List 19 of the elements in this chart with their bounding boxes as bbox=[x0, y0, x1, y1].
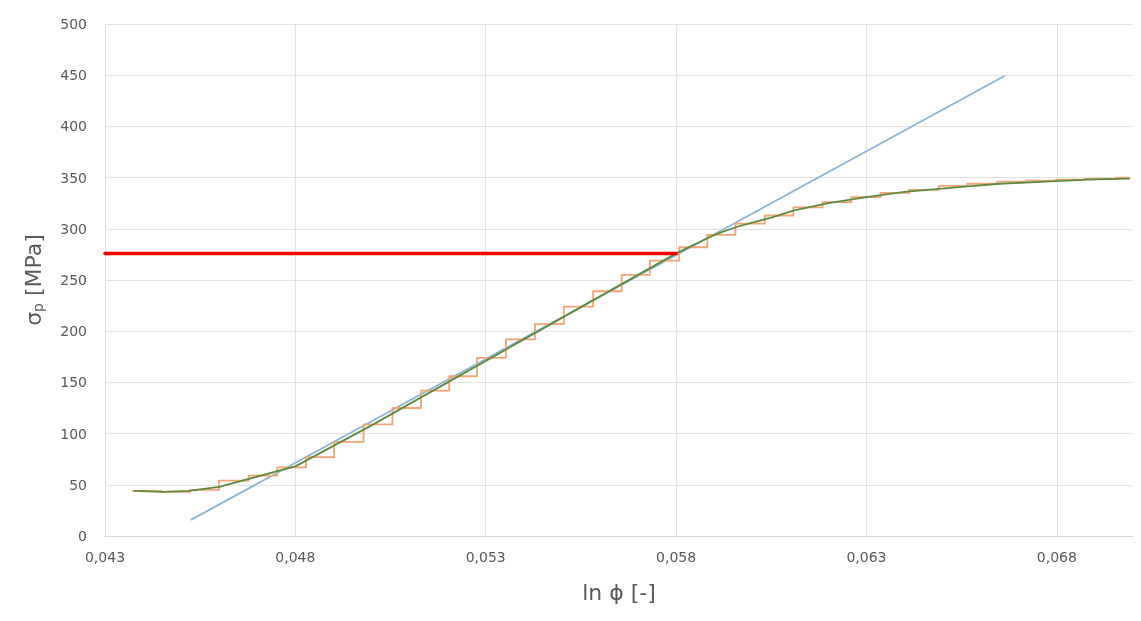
y-axis-title: σp [MPa] bbox=[20, 234, 46, 326]
x-tick-label: 0,043 bbox=[84, 549, 126, 565]
y-tick-label: 400 bbox=[60, 118, 87, 135]
y-tick-label: 250 bbox=[60, 272, 87, 288]
x-tick-label: 0,048 bbox=[275, 549, 316, 565]
y-tick-label: 350 bbox=[60, 169, 87, 186]
y-tick-label: 300 bbox=[60, 220, 87, 237]
y-tick-label: 500 bbox=[60, 16, 87, 32]
y-tick-label: 100 bbox=[60, 425, 87, 442]
y-tick-label: 50 bbox=[69, 476, 87, 493]
x-tick-label: 0,053 bbox=[465, 549, 506, 565]
y-tick-label: 150 bbox=[60, 374, 87, 391]
x-axis-title: ln ϕ [-] bbox=[582, 579, 656, 605]
x-tick-label: 0,058 bbox=[656, 549, 697, 565]
y-tick-label: 0 bbox=[78, 528, 87, 544]
y-tick-label: 200 bbox=[60, 323, 87, 340]
x-tick-label: 0,063 bbox=[846, 549, 887, 565]
x-tick-label: 0,068 bbox=[1036, 549, 1077, 565]
y-tick-label: 450 bbox=[60, 67, 87, 84]
